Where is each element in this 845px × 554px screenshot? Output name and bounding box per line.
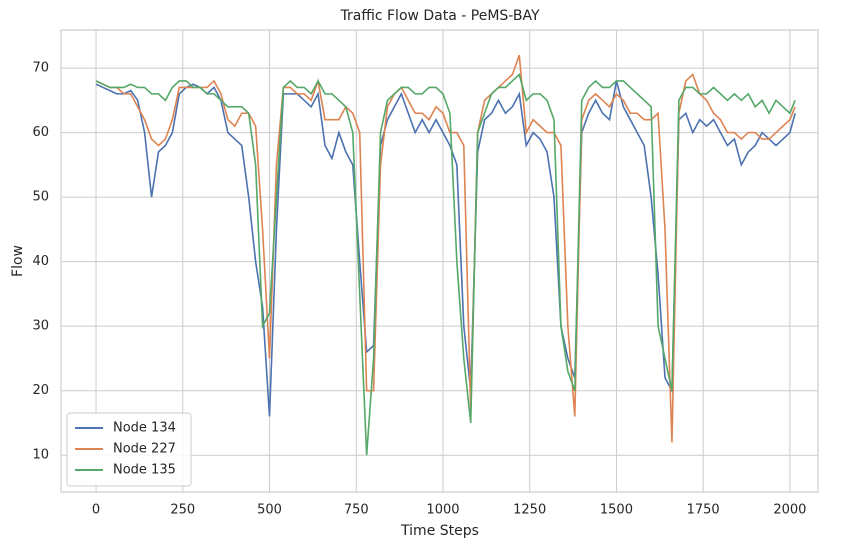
x-tick-label: 2000 <box>773 503 806 518</box>
x-tick-label: 250 <box>170 503 195 518</box>
y-tick-label: 50 <box>32 190 49 205</box>
y-axis-label: Flow <box>10 245 26 277</box>
y-tick-label: 20 <box>32 383 49 398</box>
legend-box <box>66 412 192 487</box>
legend-label: Node 227 <box>113 442 176 457</box>
series-line <box>95 80 796 417</box>
x-tick-label: 1250 <box>513 503 546 518</box>
x-tick-label: 1000 <box>426 503 459 518</box>
x-tick-label: 1500 <box>600 503 633 518</box>
x-tick-label: 0 <box>92 503 100 518</box>
legend-label: Node 135 <box>113 463 176 478</box>
y-tick-label: 60 <box>32 125 49 140</box>
plot-frame <box>60 29 819 493</box>
y-tick-label: 70 <box>32 61 49 76</box>
x-tick-label: 750 <box>344 503 369 518</box>
x-tick-label: 1750 <box>687 503 720 518</box>
x-tick-label: 500 <box>257 503 282 518</box>
series-line <box>95 54 796 443</box>
chart-title: Traffic Flow Data - PeMS-BAY <box>339 8 539 24</box>
y-tick-label: 10 <box>32 448 49 463</box>
series-line <box>95 73 796 456</box>
y-tick-label: 40 <box>32 254 49 269</box>
legend-label: Node 134 <box>113 421 176 436</box>
y-tick-label: 30 <box>32 319 49 334</box>
x-axis-label: Time Steps <box>400 523 479 539</box>
